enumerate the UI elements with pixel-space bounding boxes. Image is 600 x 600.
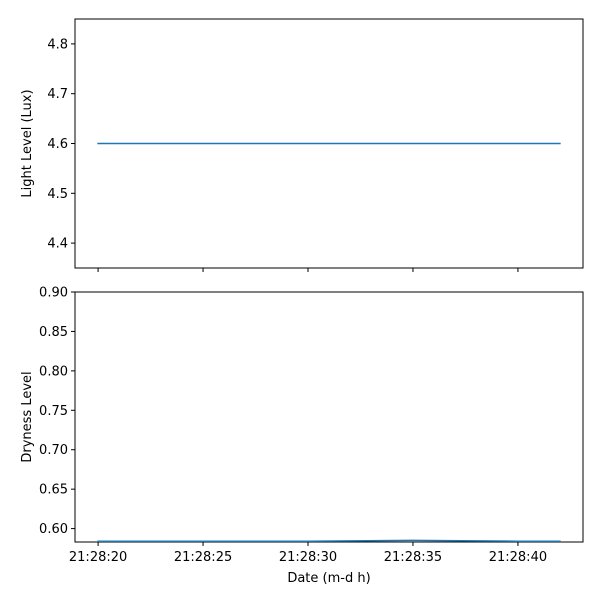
y-tick-label: 0.80 — [39, 364, 68, 379]
y-tick-label: 0.65 — [39, 483, 68, 498]
chart-panel-2: 0.60 0.65 0.70 0.75 0.80 0.85 0.90 21:28:20 21:2… — [20, 286, 584, 586]
x-tick-label: 21:28:35 — [384, 550, 442, 565]
x-axis-label: Date (m-d h) — [287, 571, 370, 586]
y-tick-label: 0.85 — [39, 325, 68, 340]
y-tick-label: 4.8 — [47, 37, 68, 52]
y-tick-label: 0.60 — [39, 522, 68, 537]
y-tick-label: 4.6 — [47, 137, 68, 152]
y-axis-label: Dryness Level — [20, 371, 35, 462]
y-tick-label: 0.70 — [39, 443, 68, 458]
y-axis-label: Light Level (Lux) — [20, 89, 35, 197]
x-tick-label: 21:28:25 — [174, 550, 232, 565]
x-tick-label: 21:28:20 — [69, 550, 127, 565]
y-tick-label: 0.75 — [39, 404, 68, 419]
x-tick-label: 21:28:30 — [279, 550, 337, 565]
plot-frame — [74, 291, 584, 543]
y-tick-label: 4.5 — [47, 187, 68, 202]
chart-panel-1: 4.4 4.5 4.6 4.7 4.8 Light Level (Lux) — [20, 18, 584, 272]
y-tick-label: 4.4 — [47, 237, 68, 252]
series-line — [97, 539, 561, 542]
y-tick-label: 4.7 — [47, 87, 68, 102]
y-tick-label: 0.90 — [39, 286, 68, 301]
x-tick-label: 21:28:40 — [489, 550, 547, 565]
